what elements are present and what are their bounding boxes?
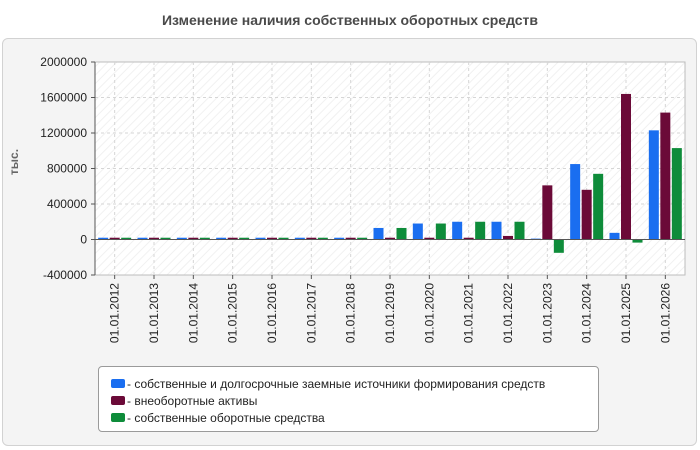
bar [227,237,238,240]
bar [475,221,486,240]
x-tick-label: 01.01.2023 [540,283,554,343]
x-tick-label: 01.01.2020 [422,283,436,343]
x-tick-label: 01.01.2022 [501,283,515,343]
y-tick-label: 800000 [47,162,87,176]
x-tick-label: 01.01.2012 [108,283,122,343]
bar [317,237,328,240]
bar [435,223,446,240]
bars [98,93,682,253]
x-tick-label: 01.01.2013 [147,283,161,343]
bar [542,185,553,240]
bar [424,237,435,240]
bar [412,223,423,240]
bar [660,112,671,240]
bar [570,164,581,240]
y-tick-label: 0 [80,233,87,247]
x-tick-label: 01.01.2025 [619,283,633,343]
bar [199,237,210,240]
bar [188,237,199,240]
bar [306,237,317,240]
bar [503,235,513,240]
bar [255,237,266,240]
bar [648,130,659,240]
x-tick-label: 01.01.2026 [658,283,672,343]
x-tick-label: 01.01.2015 [226,283,240,343]
bar [671,148,682,240]
bar [294,237,305,240]
bar [109,237,120,240]
x-tick-label: 01.01.2017 [304,283,318,343]
bar [609,232,620,240]
bar [216,237,227,240]
legend: - собственные и долгосрочные заемные ист… [98,366,599,432]
bar [176,237,187,240]
bar [149,237,159,240]
bar [632,239,643,243]
bar [121,237,132,240]
legend-label-working-capital: - собственные оборотные средства [127,410,325,425]
bar [621,93,631,240]
y-tick-label: 2000000 [40,55,87,69]
bar [278,237,289,240]
x-tick-label: 01.01.2016 [265,283,279,343]
bar [373,227,384,240]
bar [385,237,395,240]
legend-swatch-noncurrent-assets [111,396,125,405]
bar [357,237,368,240]
bar [491,221,502,240]
bar [345,237,356,240]
bar [463,237,474,240]
bar [334,237,345,240]
legend-item-noncurrent-assets: - внеоборотные активы [111,392,598,409]
bar [514,221,525,240]
legend-swatch-working-capital [111,413,125,422]
legend-label-noncurrent-assets: - внеоборотные активы [127,393,258,408]
y-tick-label: -400000 [43,268,87,282]
bar [452,221,463,240]
axes: -400000 0 400000 800000 1200000 1600000 200000… [40,55,685,343]
legend-item-sources: - собственные и долгосрочные заемные ист… [111,375,598,392]
bar [239,237,250,240]
x-tick-label: 01.01.2018 [344,283,358,343]
y-tick-label: 400000 [47,197,87,211]
legend-swatch-sources [111,379,125,388]
bar [267,237,277,240]
bar [553,239,564,253]
bar [593,173,604,240]
x-tick-label: 01.01.2024 [580,283,594,343]
y-axis-label: тыс. [7,149,21,175]
x-tick-label: 01.01.2019 [383,283,397,343]
chart-title: Изменение наличия собственных оборотных … [161,12,539,28]
legend-label-sources: - собственные и долгосрочные заемные ист… [127,376,546,391]
x-tick-label: 01.01.2014 [186,283,200,343]
bar [396,227,407,240]
x-tick-label: 01.01.2021 [462,283,476,343]
bar [98,237,109,240]
bar [581,189,592,240]
bar [137,237,148,240]
legend-item-working-capital: - собственные оборотные средства [111,409,598,426]
y-tick-label: 1600000 [40,91,87,105]
bar [160,237,171,240]
y-tick-label: 1200000 [40,126,87,140]
